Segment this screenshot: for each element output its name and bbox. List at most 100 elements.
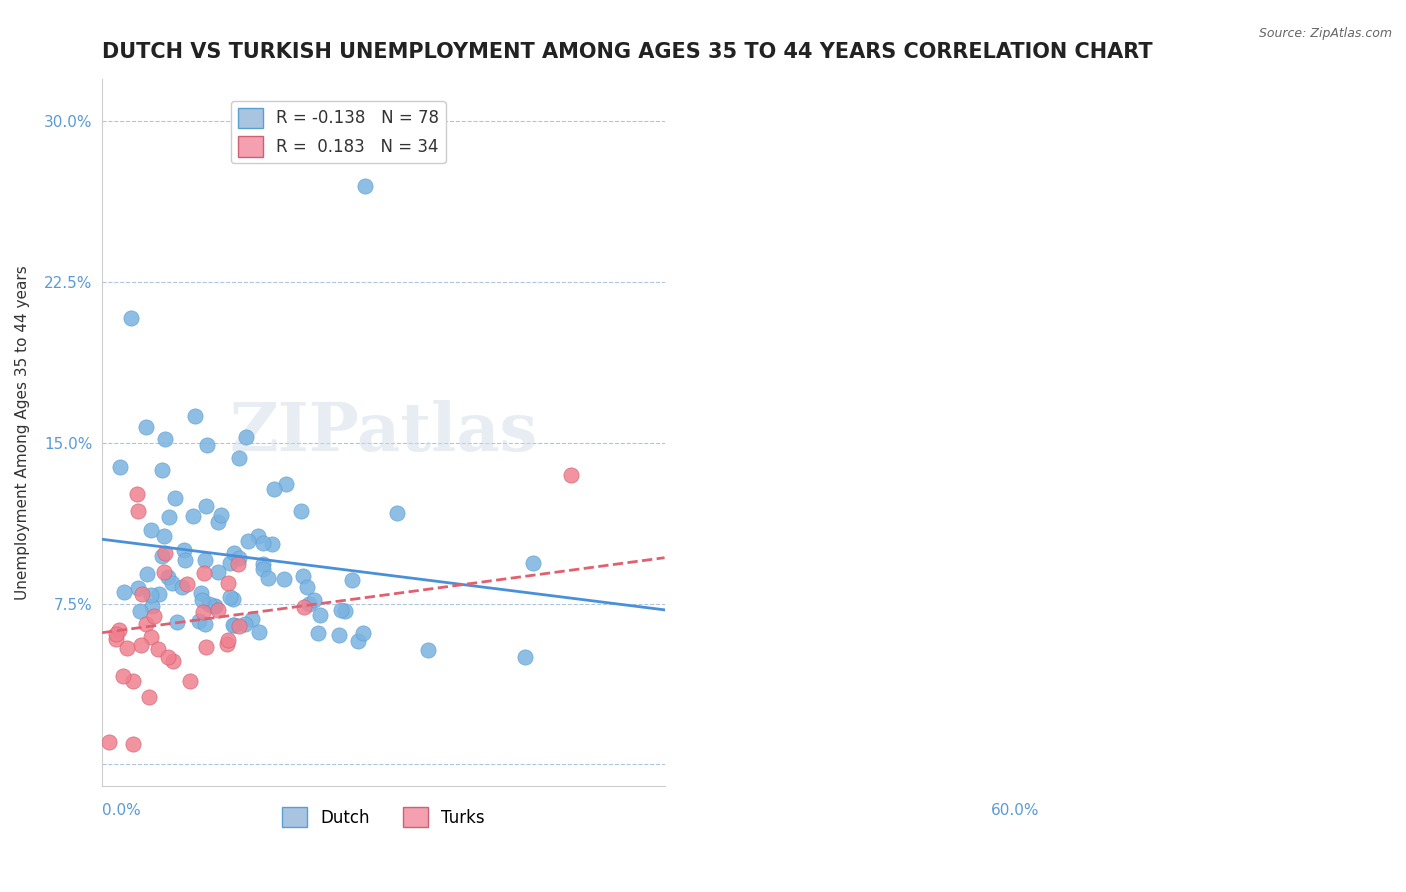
Point bbox=[190, 586, 212, 600]
Point bbox=[238, 533, 260, 548]
Point bbox=[139, 588, 162, 602]
Point bbox=[138, 690, 160, 704]
Point bbox=[217, 576, 239, 591]
Text: DUTCH VS TURKISH UNEMPLOYMENT AMONG AGES 35 TO 44 YEARS CORRELATION CHART: DUTCH VS TURKISH UNEMPLOYMENT AMONG AGES… bbox=[103, 42, 1153, 62]
Point bbox=[156, 570, 179, 584]
Point bbox=[97, 735, 120, 749]
Point bbox=[152, 566, 174, 580]
Point bbox=[131, 638, 153, 652]
Point bbox=[173, 542, 195, 557]
Point bbox=[195, 438, 218, 452]
Point bbox=[217, 633, 239, 648]
Point bbox=[260, 537, 283, 551]
Point bbox=[228, 551, 250, 566]
Point bbox=[273, 572, 295, 586]
Point bbox=[219, 556, 242, 570]
Point bbox=[235, 430, 257, 444]
Point bbox=[307, 625, 329, 640]
Point bbox=[165, 491, 187, 505]
Point bbox=[387, 506, 409, 520]
Text: 0.0%: 0.0% bbox=[103, 804, 141, 819]
Point bbox=[108, 459, 131, 474]
Y-axis label: Unemployment Among Ages 35 to 44 years: Unemployment Among Ages 35 to 44 years bbox=[15, 265, 30, 599]
Point bbox=[297, 580, 319, 594]
Point bbox=[153, 546, 176, 560]
Point bbox=[228, 451, 250, 466]
Point bbox=[184, 409, 207, 424]
Point bbox=[247, 624, 270, 639]
Point bbox=[173, 552, 195, 566]
Point bbox=[156, 650, 179, 665]
Point bbox=[148, 587, 170, 601]
Point bbox=[157, 510, 180, 524]
Point bbox=[181, 509, 204, 524]
Point bbox=[112, 585, 135, 599]
Point bbox=[105, 632, 128, 646]
Point bbox=[141, 599, 163, 613]
Point bbox=[162, 654, 184, 668]
Point bbox=[153, 432, 176, 446]
Point bbox=[160, 575, 183, 590]
Point bbox=[292, 600, 315, 615]
Point bbox=[127, 504, 149, 518]
Point bbox=[193, 566, 215, 581]
Point bbox=[166, 615, 188, 629]
Point bbox=[150, 462, 173, 476]
Point bbox=[222, 617, 245, 632]
Point bbox=[146, 641, 169, 656]
Point bbox=[139, 523, 162, 537]
Point bbox=[292, 569, 315, 583]
Point bbox=[111, 668, 134, 682]
Point bbox=[252, 557, 274, 571]
Text: 60.0%: 60.0% bbox=[991, 804, 1039, 819]
Point bbox=[298, 597, 321, 611]
Point bbox=[209, 508, 232, 523]
Point bbox=[120, 311, 142, 326]
Legend: Dutch, Turks: Dutch, Turks bbox=[276, 800, 492, 834]
Point bbox=[416, 643, 439, 657]
Point bbox=[108, 623, 131, 637]
Point bbox=[191, 605, 214, 619]
Point bbox=[335, 603, 357, 617]
Point bbox=[560, 468, 582, 483]
Point bbox=[290, 504, 312, 518]
Point bbox=[522, 556, 544, 570]
Point bbox=[352, 625, 374, 640]
Point bbox=[202, 599, 225, 613]
Point bbox=[197, 597, 219, 611]
Point bbox=[136, 567, 159, 582]
Point bbox=[228, 619, 250, 633]
Point bbox=[222, 546, 245, 560]
Point bbox=[139, 630, 162, 644]
Point bbox=[256, 572, 278, 586]
Point bbox=[127, 581, 149, 595]
Point bbox=[353, 178, 375, 193]
Point bbox=[191, 593, 214, 607]
Point bbox=[105, 626, 128, 640]
Point bbox=[194, 640, 217, 654]
Point bbox=[328, 627, 350, 641]
Point bbox=[204, 599, 226, 613]
Point bbox=[131, 587, 153, 601]
Point bbox=[252, 536, 274, 550]
Point bbox=[207, 602, 229, 616]
Point bbox=[150, 549, 173, 564]
Point bbox=[195, 500, 218, 514]
Point bbox=[117, 640, 139, 655]
Point bbox=[179, 673, 201, 688]
Point bbox=[122, 737, 145, 751]
Point bbox=[263, 482, 285, 496]
Point bbox=[207, 566, 229, 580]
Point bbox=[226, 557, 249, 571]
Point bbox=[153, 529, 176, 543]
Point bbox=[135, 617, 157, 632]
Point bbox=[142, 609, 165, 624]
Point bbox=[219, 591, 242, 605]
Text: Source: ZipAtlas.com: Source: ZipAtlas.com bbox=[1258, 27, 1392, 40]
Point bbox=[329, 603, 352, 617]
Point bbox=[302, 593, 325, 607]
Point bbox=[252, 562, 274, 576]
Point bbox=[127, 487, 149, 501]
Point bbox=[247, 529, 270, 543]
Point bbox=[129, 604, 152, 618]
